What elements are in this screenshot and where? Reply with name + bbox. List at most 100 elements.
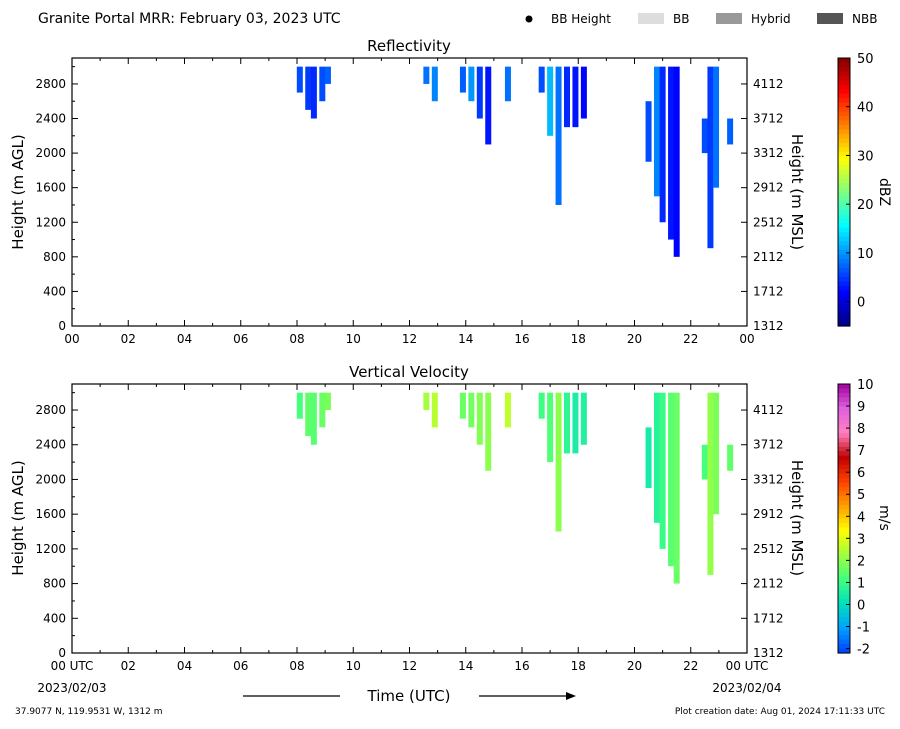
- colorbar-segment: [838, 303, 850, 309]
- data-column: [296, 392, 303, 419]
- colorbar-segment: [838, 290, 850, 296]
- colorbar-segment: [838, 89, 850, 95]
- x-tick-label: 12: [402, 659, 417, 673]
- colorbar-tick-label: 4: [857, 510, 865, 525]
- reflectivity-panel: Reflectivity 00 02 04 06 08 10 12 14 16 18 20 22 000…: [9, 37, 892, 346]
- colorbar-segment: [838, 84, 850, 90]
- colorbar-segment: [838, 648, 850, 654]
- colorbar-segment: [838, 169, 850, 175]
- reflectivity-colorbar: 0 10 20 30 40 50: [837, 52, 874, 327]
- colorbar-tick-label: 30: [857, 149, 874, 164]
- colorbar-segment: [838, 147, 850, 153]
- colorbar-segment: [838, 487, 850, 493]
- data-column: [580, 392, 587, 445]
- data-column: [564, 392, 570, 454]
- data-column: [659, 392, 666, 549]
- colorbar-segment: [838, 75, 850, 81]
- y-tick-label: 400: [43, 284, 66, 298]
- data-column: [727, 118, 734, 145]
- x-tick-label: 10: [346, 659, 361, 673]
- colorbar-segment: [838, 594, 850, 600]
- colorbar-segment: [838, 540, 850, 546]
- x-tick-label: 18: [571, 332, 586, 346]
- colorbar-segment: [838, 406, 850, 412]
- data-column: [673, 392, 680, 584]
- data-column: [668, 392, 675, 567]
- colorbar-segment: [838, 576, 850, 582]
- y2-axis-label: Height (m MSL): [788, 134, 806, 250]
- y2-tick-label: 4112: [753, 403, 784, 417]
- colorbar-segment: [838, 617, 850, 623]
- colorbar-segment: [838, 612, 850, 618]
- colorbar-segment: [838, 80, 850, 86]
- colorbar-segment: [838, 446, 850, 452]
- colorbar-segment: [838, 165, 850, 171]
- colorbar-tick-label: -1: [857, 621, 870, 636]
- colorbar-tick-label: 9: [857, 400, 865, 415]
- colorbar-segment: [838, 317, 850, 323]
- colorbar-segment: [838, 294, 850, 300]
- bb-height-dot-icon: [525, 15, 533, 23]
- colorbar-segment: [838, 549, 850, 555]
- colorbar-segment: [838, 630, 850, 636]
- data-column: [431, 392, 438, 428]
- start-date: 2023/02/03: [37, 681, 106, 695]
- y2-tick-label: 1712: [753, 611, 784, 625]
- velocity-data: [296, 392, 734, 584]
- data-column: [572, 392, 579, 454]
- colorbar-segment: [838, 603, 850, 609]
- colorbar-segment: [838, 608, 850, 614]
- y2-tick-label: 3312: [753, 146, 784, 160]
- x-tick-label: 06: [233, 332, 248, 346]
- colorbar-segment: [838, 451, 850, 457]
- x-tick-label: 00 UTC: [726, 659, 769, 673]
- data-column: [572, 66, 579, 128]
- legend-bb-height: BB Height: [551, 12, 611, 26]
- velocity-colorbar: -2 -1 0 1 2 3 4 5 6 7 8 9 10: [837, 378, 874, 658]
- data-column: [324, 392, 331, 411]
- colorbar-segment: [838, 428, 850, 434]
- data-column: [701, 118, 708, 154]
- y-tick-label: 2400: [35, 438, 66, 452]
- colorbar-segment: [838, 321, 850, 327]
- data-column: [547, 392, 554, 463]
- colorbar-tick-label: 1: [857, 576, 865, 591]
- colorbar-segment: [838, 151, 850, 157]
- colorbar-segment: [838, 482, 850, 488]
- colorbar-tick-label: 7: [857, 444, 865, 459]
- data-column: [538, 392, 545, 419]
- colorbar-tick-label: 0: [857, 296, 865, 311]
- y2-tick-label: 4112: [753, 77, 784, 91]
- colorbar-segment: [838, 545, 850, 551]
- colorbar-segment: [838, 410, 850, 416]
- colorbar-segment: [838, 299, 850, 305]
- y2-tick-label: 3712: [753, 438, 784, 452]
- plot-title: Granite Portal MRR: February 03, 2023 UT…: [38, 11, 341, 27]
- colorbar-segment: [838, 460, 850, 466]
- colorbar-segment: [838, 285, 850, 291]
- y2-tick-label: 2512: [753, 215, 784, 229]
- colorbar-segment: [838, 308, 850, 314]
- data-column: [459, 66, 466, 93]
- data-column: [727, 444, 734, 471]
- colorbar-segment: [838, 236, 850, 242]
- colorbar-tick-label: 10: [857, 378, 874, 393]
- x-tick-label: 22: [683, 332, 698, 346]
- y-tick-label: 2800: [35, 403, 66, 417]
- colorbar-label: dBZ: [876, 178, 892, 206]
- y-tick-label: 0: [58, 646, 66, 660]
- hybrid-swatch: [716, 13, 742, 24]
- colorbar-tick-label: -2: [857, 643, 870, 658]
- colorbar-frame: [837, 383, 851, 654]
- colorbar-segment: [838, 120, 850, 126]
- colorbar-tick-label: 5: [857, 488, 865, 503]
- y-tick-label: 1600: [35, 181, 66, 195]
- colorbar-segment: [838, 500, 850, 506]
- colorbar-segment: [838, 505, 850, 511]
- colorbar-segment: [838, 509, 850, 515]
- colorbar-label: m/s: [876, 505, 892, 531]
- data-column: [580, 66, 587, 119]
- data-column: [305, 392, 312, 437]
- colorbar-segment: [838, 98, 850, 104]
- y2-axis-label: Height (m MSL): [788, 460, 806, 576]
